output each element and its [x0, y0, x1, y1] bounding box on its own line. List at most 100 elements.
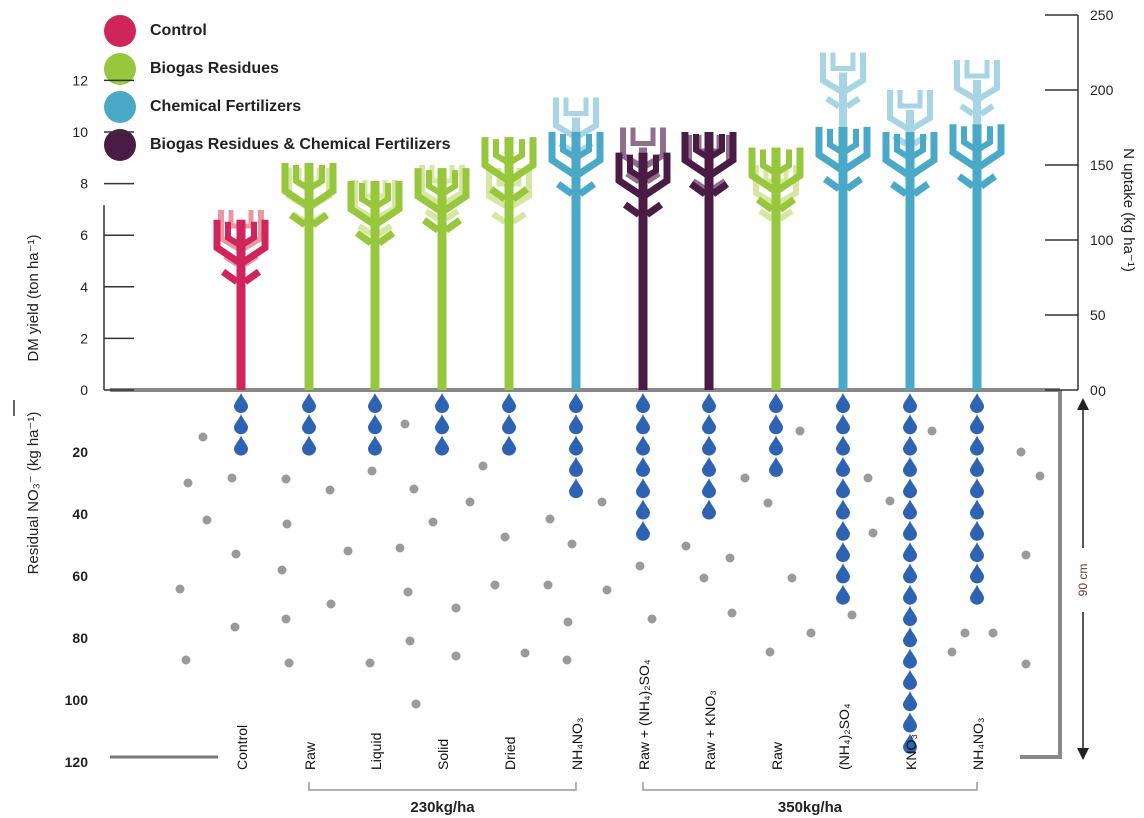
- treatment-label: NH₄NO₃: [569, 717, 585, 770]
- soil-particle: [326, 599, 336, 609]
- treatment-label: Dried: [502, 737, 518, 770]
- dm-yield-leaf-right: [510, 186, 530, 203]
- nitrate-droplet: [903, 520, 917, 541]
- soil-particle: [545, 514, 555, 524]
- nitrate-droplet: [769, 414, 783, 435]
- nitrate-droplet: [836, 542, 850, 563]
- soil-particle: [231, 549, 241, 559]
- legend-item-combined: Biogas Residues & Chemical Fertilizers: [104, 126, 451, 164]
- soil-particle: [563, 617, 573, 627]
- residual-tick-label: 80: [72, 630, 88, 646]
- nitrate-droplet: [769, 393, 783, 413]
- nitrate-droplet: [702, 435, 716, 456]
- soil-particle: [988, 628, 998, 638]
- legend-label-combined: Biogas Residues & Chemical Fertilizers: [150, 136, 451, 153]
- nitrate-droplet: [702, 478, 716, 499]
- soil-particle: [885, 496, 895, 506]
- soil-particle: [1035, 471, 1045, 481]
- dm-yield-axis-label: DM yield (ton ha⁻¹): [25, 234, 42, 361]
- depth-label: 90 cm: [1076, 564, 1090, 597]
- soil-particle: [1021, 550, 1031, 560]
- dm-yield-tick-label: 2: [80, 330, 88, 346]
- soil-particle: [868, 528, 878, 538]
- n-uptake-leaf-outer: [887, 90, 933, 134]
- soil-particle: [277, 565, 287, 575]
- nitrate-droplet: [769, 456, 783, 477]
- nitrate-droplet: [836, 584, 850, 605]
- dm-yield-leaf-left: [822, 175, 842, 192]
- n-uptake-leaf-inner: [830, 52, 856, 71]
- soil-particle: [181, 655, 191, 665]
- nitrate-droplet: [702, 499, 716, 520]
- soil-particle: [787, 573, 797, 583]
- dm-yield-leaf-outer: [615, 152, 671, 201]
- n-uptake-leaf-right: [645, 171, 661, 184]
- dm-yield-leaf-left: [622, 201, 642, 218]
- n-uptake-leaf-outer: [954, 60, 1000, 104]
- nitrate-droplet: [970, 414, 984, 435]
- dm-yield-leaf-right: [242, 268, 262, 285]
- soil-particle: [465, 497, 475, 507]
- dm-yield-leaf-inner: [894, 134, 926, 162]
- soil-particle: [183, 478, 193, 488]
- soil-particle: [409, 484, 419, 494]
- nitrate-droplet: [636, 520, 650, 541]
- dm-yield-leaf-outer: [949, 124, 1005, 173]
- legend-label-control: Control: [150, 22, 207, 39]
- dm-yield-leaf-outer: [681, 132, 737, 181]
- nitrate-droplet: [903, 712, 917, 733]
- treatment-5: NH₄NO₃: [548, 97, 604, 770]
- nitrate-droplet: [903, 542, 917, 563]
- soil-particle: [863, 473, 873, 483]
- dm-yield-leaf-inner: [693, 134, 725, 162]
- soil-particle: [500, 532, 510, 542]
- n-uptake-leaf-right: [444, 208, 460, 222]
- dm-yield-leaf-right: [844, 175, 864, 192]
- treatment-10: KNO₃: [882, 90, 938, 770]
- soil-particle: [1021, 659, 1031, 669]
- n-uptake-leaf-left: [825, 96, 841, 109]
- dm-yield-leaf-right: [978, 173, 998, 190]
- treatment-label: (NH₄)₂SO₄: [836, 703, 852, 770]
- dm-yield-leaf-inner: [359, 183, 391, 211]
- nitrate-droplet: [502, 393, 516, 413]
- soil-particle: [947, 647, 957, 657]
- dm-yield-leaf-inner: [827, 128, 859, 157]
- nitrate-droplet: [903, 584, 917, 605]
- soil-particle: [927, 426, 937, 436]
- dm-yield-tick-label: 12: [72, 72, 88, 88]
- dm-yield-leaf-inner: [627, 154, 659, 183]
- treatment-label: Raw: [302, 741, 318, 770]
- n-uptake-leaf-outer: [820, 52, 866, 96]
- residual-tick-label: 20: [72, 444, 88, 460]
- treatment-label: Liquid: [368, 733, 384, 770]
- nitrate-droplet: [569, 414, 583, 435]
- nitrate-droplet: [836, 499, 850, 520]
- dm-yield-tick-label: 0: [80, 382, 88, 398]
- n-uptake-leaf-inner: [630, 127, 656, 146]
- treatment-2: Liquid: [347, 180, 403, 770]
- nitrate-droplet: [970, 478, 984, 499]
- legend-label-biogas: Biogas Residues: [150, 60, 279, 77]
- nitrate-droplet: [903, 669, 917, 690]
- nitrate-droplet: [970, 435, 984, 456]
- nitrate-droplet: [836, 456, 850, 477]
- nitrate-droplet: [903, 648, 917, 669]
- dm-yield-leaf-right: [644, 201, 664, 218]
- soil-particle: [365, 658, 375, 668]
- dm-yield-leaf-left: [488, 186, 508, 203]
- soil-particle: [343, 546, 353, 556]
- treatment-0: Control: [213, 210, 269, 770]
- nitrate-droplet: [302, 393, 316, 413]
- soil-particle: [281, 474, 291, 484]
- soil-particle: [795, 426, 805, 436]
- treatment-4: Dried: [481, 137, 537, 770]
- n-uptake-leaf-right: [377, 223, 393, 237]
- n-uptake-leaf-left: [491, 211, 507, 225]
- soil-particle: [699, 573, 709, 583]
- treatment-8: Raw: [748, 147, 804, 770]
- dm-yield-leaf-left: [288, 212, 308, 228]
- nitrate-droplet: [636, 456, 650, 477]
- dm-yield-leaf-left: [889, 181, 909, 197]
- soil-particle: [602, 585, 612, 595]
